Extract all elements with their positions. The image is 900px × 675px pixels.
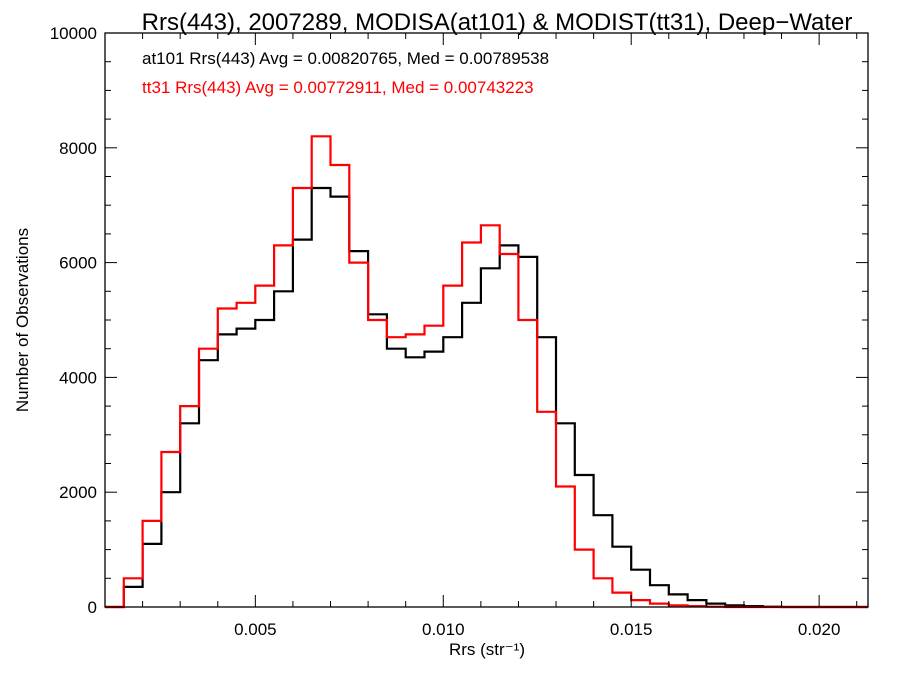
y-tick-label: 0	[88, 598, 97, 617]
x-tick-label: 0.010	[422, 620, 465, 639]
legend-entry-black: at101 Rrs(443) Avg = 0.00820765, Med = 0…	[142, 49, 549, 68]
chart-title: Rrs(443), 2007289, MODISA(at101) & MODIS…	[142, 9, 853, 36]
legend-entry-red: tt31 Rrs(443) Avg = 0.00772911, Med = 0.…	[142, 78, 534, 97]
y-tick-label: 4000	[59, 368, 97, 387]
plot-frame	[104, 32, 869, 608]
series-line-0	[105, 186, 868, 609]
y-tick-label: 10000	[50, 24, 97, 43]
y-tick-label: 2000	[59, 483, 97, 502]
ticks-layer: 0.005 0.010 0.015 0.020 0 2000 4000 6000 8000 100…	[50, 24, 868, 639]
y-tick-label: 6000	[59, 254, 97, 273]
x-tick-label: 0.005	[234, 620, 277, 639]
y-axis-label: Number of Observations	[13, 228, 32, 412]
series-layer	[105, 135, 868, 609]
x-tick-label: 0.020	[798, 620, 841, 639]
series-line-1	[105, 135, 868, 609]
y-tick-label: 8000	[59, 139, 97, 158]
x-axis-label: Rrs (str⁻¹)	[449, 640, 525, 659]
y-axis-label-group: Number of Observations	[13, 228, 32, 412]
x-tick-label: 0.015	[610, 620, 653, 639]
